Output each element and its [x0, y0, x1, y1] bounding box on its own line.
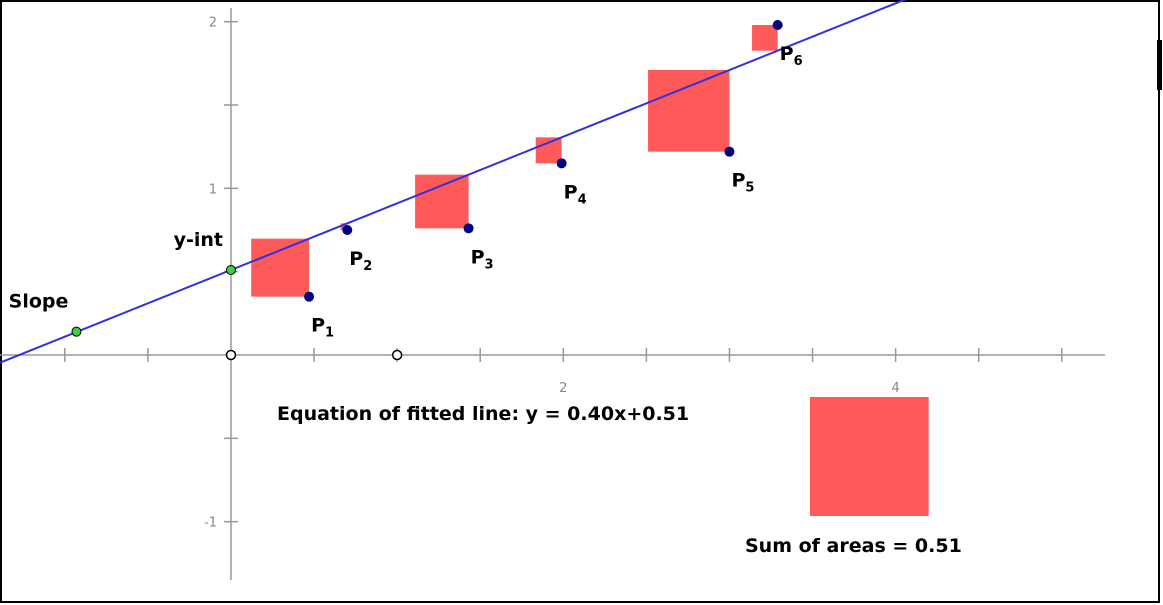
y-tick-label: 1 — [209, 182, 217, 197]
point-subscript: 2 — [363, 259, 372, 274]
point-letter: P — [349, 248, 363, 270]
open-point — [225, 349, 237, 361]
point-letter: P — [311, 315, 325, 337]
data-point[interactable] — [772, 20, 783, 30]
data-point[interactable] — [342, 225, 353, 235]
point-letter: P — [731, 170, 745, 192]
edge-mark — [1157, 40, 1162, 90]
point-label: P2 — [349, 248, 372, 274]
point-letter: P — [471, 246, 485, 268]
handle-label: Slope — [9, 291, 69, 313]
residual-square — [415, 174, 469, 229]
data-point[interactable] — [304, 291, 315, 302]
fitted-line — [0, 0, 907, 364]
point-label: P3 — [471, 246, 494, 272]
handle[interactable] — [71, 326, 82, 337]
point-subscript: 5 — [745, 181, 754, 196]
data-point[interactable] — [463, 223, 474, 234]
sum-label: Sum of areas = 0.51 — [745, 535, 962, 557]
x-tick-label: 2 — [559, 381, 567, 396]
point-subscript: 6 — [794, 54, 803, 69]
residual-square — [535, 137, 562, 164]
handle-label: y-int — [174, 229, 223, 251]
handle[interactable] — [225, 265, 236, 275]
point-subscript: 4 — [578, 192, 587, 207]
y-tick-label: 2 — [209, 16, 217, 31]
point-letter: P — [780, 43, 794, 65]
x-tick-label: 4 — [891, 381, 899, 396]
point-label: P6 — [780, 43, 803, 69]
point-letter: P — [564, 181, 578, 203]
point-subscript: 1 — [325, 326, 334, 341]
equation: Equation of fitted line: y = 0.40x+0.51 — [277, 403, 689, 425]
open-point — [391, 349, 403, 361]
point-subscript: 3 — [485, 257, 494, 272]
y-tick-label: -1 — [204, 516, 217, 531]
residual-square — [648, 70, 730, 152]
point-label: P4 — [564, 181, 587, 207]
data-point[interactable] — [556, 158, 567, 169]
residual-square — [752, 25, 778, 51]
residual-square — [251, 238, 310, 297]
point-label: P5 — [731, 170, 754, 196]
data-point[interactable] — [724, 146, 735, 157]
point-label: P1 — [311, 315, 334, 341]
sum-square — [810, 397, 929, 517]
